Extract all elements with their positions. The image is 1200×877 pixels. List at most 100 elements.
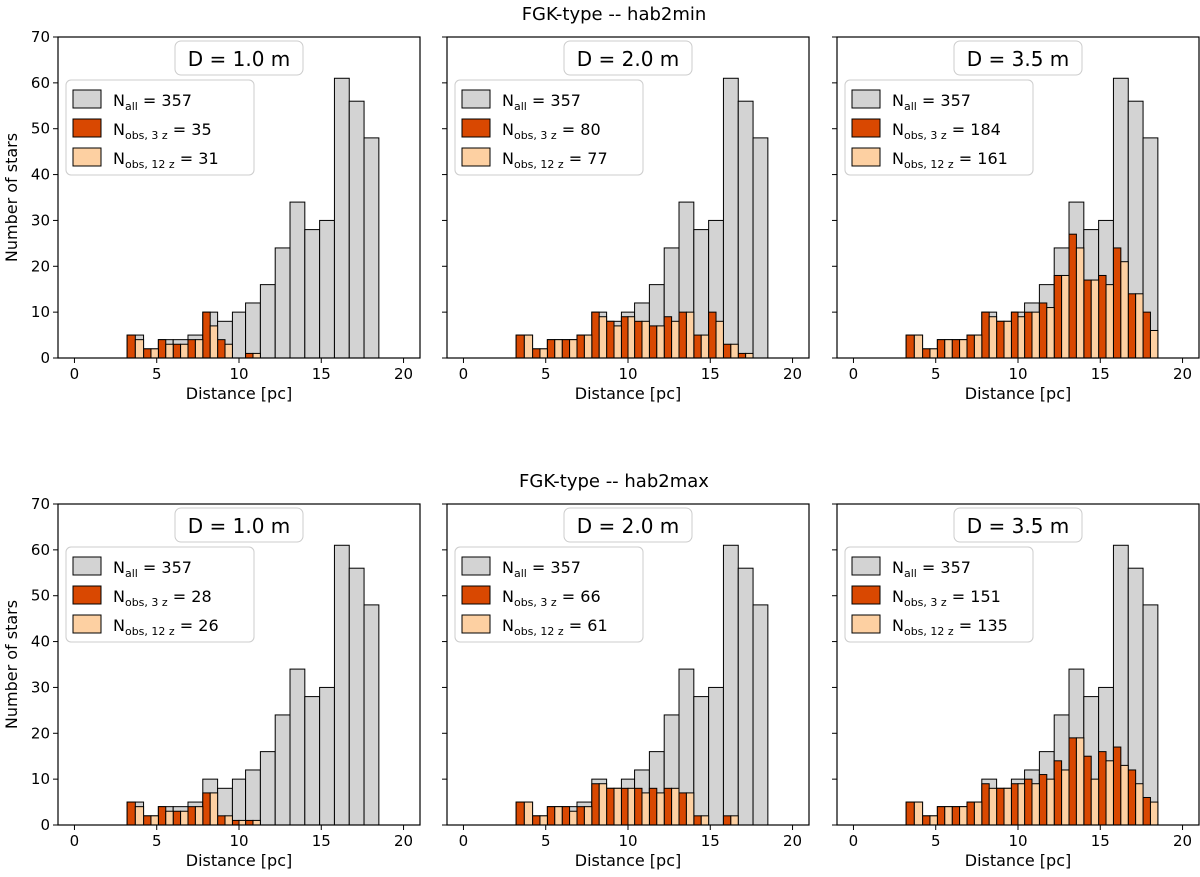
legend-subscript: obs, 12 z — [514, 158, 564, 171]
bar-series2-bin14 — [730, 815, 739, 826]
bar-series2-bin12 — [700, 334, 710, 359]
bar-series2-bin2 — [944, 339, 953, 359]
x-tick-label: 5 — [541, 832, 551, 850]
bar-series0-bin12 — [693, 696, 710, 826]
legend-value: = 357 — [917, 91, 971, 110]
bar-series1-bin11 — [1068, 737, 1077, 826]
panel-title: D = 3.5 m — [967, 47, 1070, 71]
bar-series2-bin7 — [238, 819, 247, 826]
bar-series2-bin3 — [959, 339, 968, 359]
x-tick-label: 10 — [1008, 832, 1027, 850]
panel-title-box — [174, 507, 304, 543]
x-tick-label: 5 — [152, 365, 162, 383]
bar-series0-bin16 — [363, 604, 380, 826]
bar-series1-bin5 — [202, 311, 211, 359]
legend-n: N — [113, 91, 125, 110]
bar-series0-bin14 — [722, 77, 739, 359]
bar-series1-bin12 — [1083, 279, 1092, 359]
legend-entry-1: Nobs, 3 z = 151 — [892, 587, 1001, 609]
bar-series0-bin16 — [1142, 604, 1159, 826]
x-tick-label: 15 — [1091, 832, 1110, 850]
panel-title-box — [563, 507, 693, 543]
legend-subscript: obs, 3 z — [514, 129, 557, 142]
bar-series1-bin15 — [737, 352, 747, 359]
legend-value: = 357 — [917, 558, 971, 577]
bar-series2-bin3 — [180, 343, 189, 359]
bar-series2-bin6 — [224, 343, 233, 359]
bar-series2-bin11 — [1075, 737, 1085, 826]
legend-entry-2: Nobs, 12 z = 77 — [502, 149, 608, 171]
legend-entry-2: Nobs, 12 z = 135 — [892, 616, 1008, 638]
bar-series2-bin8 — [252, 819, 261, 826]
bar-series1-bin11 — [1068, 233, 1077, 359]
y-axis-label: Number of stars — [2, 133, 21, 262]
x-axis-label: Distance [pc] — [186, 851, 292, 870]
bar-series1-bin1 — [922, 348, 931, 359]
bar-series2-bin7 — [627, 787, 636, 826]
legend-subscript: obs, 12 z — [125, 158, 175, 171]
legend-value: = 31 — [175, 149, 219, 168]
bar-series1-bin14 — [722, 815, 732, 826]
bar-series2-bin6 — [1003, 787, 1012, 826]
y-tick-label: 70 — [31, 28, 50, 46]
bar-series2-bin14 — [730, 343, 739, 359]
bar-series1-bin2 — [546, 339, 556, 359]
bar-series2-bin14 — [1120, 261, 1129, 359]
bar-series1-bin10 — [1053, 274, 1063, 359]
bar-series2-bin2 — [165, 810, 174, 826]
x-tick-label: 10 — [229, 365, 248, 383]
legend-swatch — [461, 556, 491, 576]
bar-series0-bin10 — [274, 714, 291, 826]
legend-subscript: obs, 3 z — [904, 596, 947, 609]
legend-value: = 66 — [557, 587, 601, 606]
bar-series1-bin14 — [722, 343, 732, 359]
bar-series2-bin6 — [613, 787, 622, 826]
bar-series1-bin12 — [693, 334, 702, 359]
bar-series1-bin3 — [172, 810, 182, 826]
legend-swatch — [851, 118, 881, 138]
legend-entry-1: Nobs, 3 z = 184 — [892, 120, 1001, 142]
bar-series1-bin9 — [648, 787, 658, 826]
bar-series1-bin4 — [966, 334, 975, 359]
panel-title: D = 2.0 m — [577, 47, 680, 71]
bar-series2-bin9 — [656, 792, 665, 826]
x-tick-label: 10 — [1008, 365, 1027, 383]
panel-1-1: 0 5 10 15 20 Distance [pc] D = 2.0 m Nall = 357… — [442, 503, 810, 870]
bar-series1-bin1 — [922, 815, 931, 826]
legend-swatch — [851, 585, 881, 605]
panel-1-0: 0 5 10 15 20 0 10 20 30 40 50 60 70 Distance [pc] Numb… — [2, 495, 421, 870]
bar-series1-bin8 — [245, 819, 254, 826]
legend-entry-1: Nobs, 3 z = 80 — [502, 120, 601, 142]
legend-subscript: obs, 3 z — [514, 596, 557, 609]
legend-box — [844, 79, 1034, 176]
x-tick-label: 5 — [931, 365, 941, 383]
legend-subscript: obs, 3 z — [125, 596, 168, 609]
bar-series1-bin9 — [648, 325, 658, 359]
bar-series0-bin11 — [289, 201, 306, 359]
row-title-bottom: FGK-type -- hab2max — [519, 471, 709, 492]
bar-series1-bin1 — [532, 815, 541, 826]
x-axis-label: Distance [pc] — [575, 384, 681, 403]
legend-swatch — [461, 585, 491, 605]
bar-series1-bin1 — [143, 815, 152, 826]
x-tick-label: 10 — [618, 365, 637, 383]
y-tick-label: 30 — [31, 211, 50, 229]
bar-series1-bin12 — [1083, 755, 1092, 826]
y-tick-label: 60 — [31, 74, 50, 92]
bar-series1-bin6 — [217, 815, 226, 826]
bar-series0-bin8 — [245, 769, 261, 826]
bar-series1-bin9 — [1038, 302, 1048, 359]
legend-subscript: obs, 3 z — [125, 129, 168, 142]
legend-value: = 357 — [527, 91, 581, 110]
legend-n: N — [892, 91, 904, 110]
bar-series2-bin7 — [627, 316, 636, 359]
bar-series1-bin13 — [1098, 274, 1107, 359]
bar-series1-bin4 — [187, 806, 196, 826]
x-tick-label: 0 — [70, 365, 80, 383]
x-tick-label: 0 — [849, 365, 859, 383]
x-tick-label: 20 — [1173, 832, 1192, 850]
